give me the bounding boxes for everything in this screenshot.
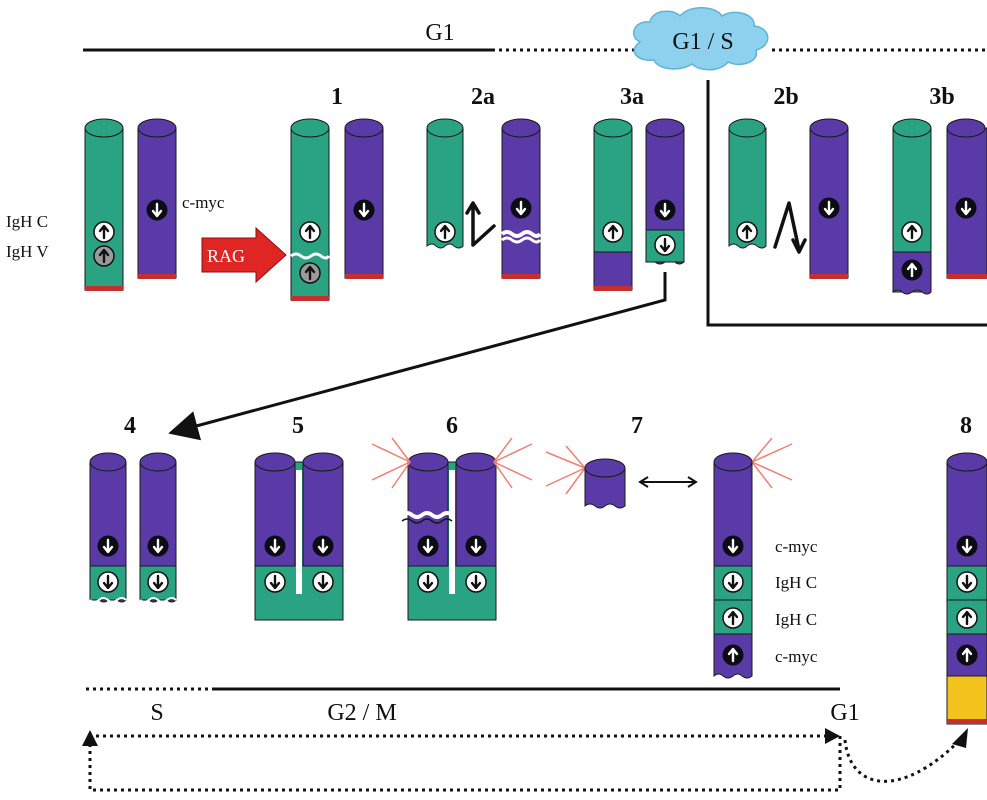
step3b-pair xyxy=(892,118,987,295)
step8-chromosome xyxy=(946,452,987,725)
step1-pair xyxy=(290,118,384,301)
step7-legend: c-myc IgH C IgH C c-myc xyxy=(775,537,818,666)
step6-pair xyxy=(371,437,533,621)
legend-c-myc-1: c-myc xyxy=(775,537,818,556)
g1s-label: G1 / S xyxy=(672,29,733,55)
g2m-label: G2 / M xyxy=(327,700,396,726)
s-label: S xyxy=(150,700,163,726)
step7-fragments xyxy=(545,437,793,679)
legend-c-myc-2: c-myc xyxy=(775,647,818,666)
igh-c-label: IgH C xyxy=(6,212,48,231)
c-myc-label: c-myc xyxy=(182,193,225,212)
step-7: 7 xyxy=(631,413,643,439)
igh-v-label: IgH V xyxy=(6,242,49,261)
initial-labels: IgH C IgH V c-myc xyxy=(6,193,225,261)
step-8: 8 xyxy=(960,413,972,439)
step4-pair xyxy=(89,452,177,603)
step-5: 5 xyxy=(292,413,304,439)
g1s-bracket xyxy=(706,80,987,327)
step-2a: 2a xyxy=(471,84,495,110)
step-1: 1 xyxy=(331,84,343,110)
g1s-cloud: G1 / S xyxy=(632,7,769,71)
g1-top-label: G1 xyxy=(425,20,454,46)
step2b-pair xyxy=(728,118,849,279)
step-6: 6 xyxy=(446,413,458,439)
step-2b: 2b xyxy=(773,84,798,110)
step2a-pair xyxy=(426,118,542,279)
legend-igh-c-2: IgH C xyxy=(775,610,817,629)
step-4: 4 xyxy=(124,413,136,439)
cycle-arrows xyxy=(88,734,962,792)
legend-igh-c-1: IgH C xyxy=(775,573,817,592)
step5-pair xyxy=(254,452,344,621)
g1-bottom-label: G1 xyxy=(830,700,859,726)
step-3a: 3a xyxy=(620,84,644,110)
top-timeline: G1 xyxy=(83,20,987,52)
cycle-arrowheads xyxy=(82,728,968,748)
rag-arrow: RAG xyxy=(201,226,287,284)
step-numbers: 1 2a 3a 2b 3b 4 5 6 7 8 xyxy=(124,84,972,439)
bottom-timeline: S G2 / M G1 xyxy=(86,687,860,726)
arrow-3a-to-4 xyxy=(168,272,667,441)
step-3b: 3b xyxy=(929,84,954,110)
initial-chromosome-pair xyxy=(84,118,177,291)
step3a-pair xyxy=(593,118,685,291)
rag-label: RAG xyxy=(207,246,245,266)
